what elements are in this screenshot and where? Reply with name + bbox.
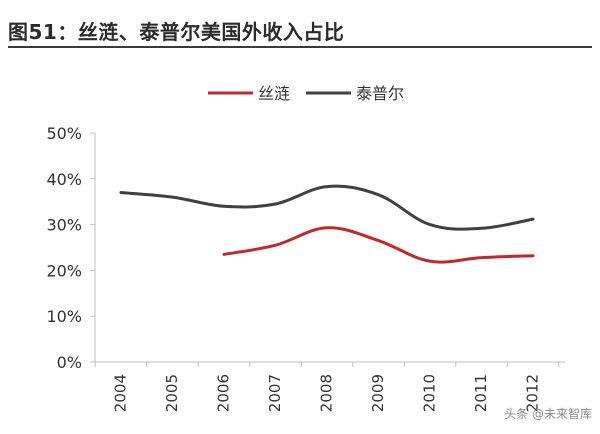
x-tick-label: 2011 <box>472 374 490 412</box>
y-tick-label: 0% <box>57 353 82 372</box>
x-tick-label: 2010 <box>421 374 439 412</box>
y-tick-label: 10% <box>46 307 82 326</box>
legend-label-tempur: 泰普尔 <box>356 84 404 103</box>
series-layer <box>119 184 535 264</box>
series-line-sealy <box>222 226 535 264</box>
y-axis: 0% 10% 20% 30% 40% 50% <box>46 124 96 372</box>
figure-title: 图51：丝涟、泰普尔美国外收入占比 <box>8 20 345 44</box>
x-axis: 2004 2005 2006 2007 2008 2009 2010 2011 2012 <box>94 361 565 412</box>
y-tick-label: 20% <box>46 261 82 280</box>
legend: 丝涟 泰普尔 <box>208 84 404 103</box>
y-tick-label: 40% <box>46 170 82 189</box>
x-tick-label: 2009 <box>369 374 387 412</box>
y-tick-label: 30% <box>46 216 82 235</box>
watermark-text: 头条 @未来智库 <box>504 407 592 421</box>
y-tick-label: 50% <box>46 124 82 143</box>
x-tick-label: 2006 <box>215 374 233 412</box>
x-tick-label: 2012 <box>524 374 542 412</box>
title-divider <box>8 46 592 48</box>
x-tick-label: 2007 <box>266 374 284 412</box>
series-line-tempur <box>119 184 535 231</box>
x-tick-label: 2004 <box>112 374 130 412</box>
x-tick-label: 2005 <box>163 374 181 412</box>
legend-label-sealy: 丝涟 <box>258 84 290 103</box>
x-tick-label: 2008 <box>318 374 336 412</box>
